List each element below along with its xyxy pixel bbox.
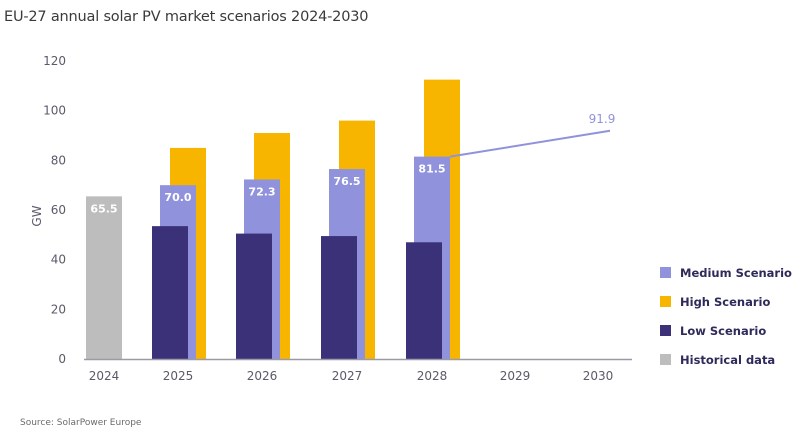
data-label-trend-end: 91.9 bbox=[589, 112, 616, 126]
x-axis-ticks: 2024 2025 2026 2027 2028 2029 2030 bbox=[89, 369, 614, 383]
bar-historical bbox=[86, 196, 122, 359]
legend-swatch-historical bbox=[660, 354, 671, 365]
legend-swatch-medium bbox=[660, 267, 671, 278]
y-tick-label: 40 bbox=[51, 253, 66, 267]
x-tick-label: 2027 bbox=[332, 369, 363, 383]
legend-item-historical: Historical data bbox=[660, 345, 792, 374]
chart-title: EU-27 annual solar PV market scenarios 2… bbox=[4, 9, 369, 25]
legend-label: Historical data bbox=[680, 352, 776, 367]
legend-swatch-low bbox=[660, 325, 671, 336]
medium-trend-line bbox=[449, 129, 611, 158]
bar-low bbox=[406, 242, 442, 359]
data-label-medium: 76.5 bbox=[333, 175, 360, 188]
x-tick-label: 2029 bbox=[500, 369, 531, 383]
legend: Medium Scenario High Scenario Low Scenar… bbox=[660, 258, 792, 374]
y-tick-label: 60 bbox=[51, 203, 66, 217]
data-label-historical: 65.5 bbox=[90, 202, 117, 215]
legend-item-low: Low Scenario bbox=[660, 316, 792, 345]
y-tick-label: 100 bbox=[43, 104, 66, 118]
y-tick-label: 0 bbox=[58, 352, 66, 366]
y-tick-label: 80 bbox=[51, 153, 66, 167]
bar-low bbox=[152, 226, 188, 359]
x-tick-label: 2024 bbox=[89, 369, 120, 383]
x-tick-label: 2028 bbox=[417, 369, 448, 383]
legend-label: Low Scenario bbox=[680, 323, 767, 338]
x-tick-label: 2026 bbox=[247, 369, 278, 383]
bar-low bbox=[236, 233, 272, 359]
bar-low bbox=[321, 236, 357, 359]
x-tick-label: 2025 bbox=[163, 369, 194, 383]
y-tick-label: 120 bbox=[43, 54, 66, 68]
data-label-medium: 81.5 bbox=[418, 163, 445, 176]
legend-item-medium: Medium Scenario bbox=[660, 258, 792, 287]
source-note: Source: SolarPower Europe bbox=[20, 418, 142, 428]
legend-item-high: High Scenario bbox=[660, 287, 792, 316]
y-axis-label: GW bbox=[30, 205, 44, 226]
y-tick-label: 20 bbox=[51, 302, 66, 316]
data-label-medium: 72.3 bbox=[248, 185, 275, 198]
legend-label: High Scenario bbox=[680, 294, 771, 309]
legend-swatch-high bbox=[660, 296, 671, 307]
data-label-medium: 70.0 bbox=[164, 191, 191, 204]
x-tick-label: 2030 bbox=[583, 369, 614, 383]
data-labels: 65.5 70.0 72.3 76.5 81.5 91.9 bbox=[90, 112, 615, 216]
y-axis-ticks: 0 20 40 60 80 100 120 bbox=[43, 54, 66, 366]
legend-label: Medium Scenario bbox=[680, 265, 792, 280]
bars bbox=[86, 79, 611, 359]
